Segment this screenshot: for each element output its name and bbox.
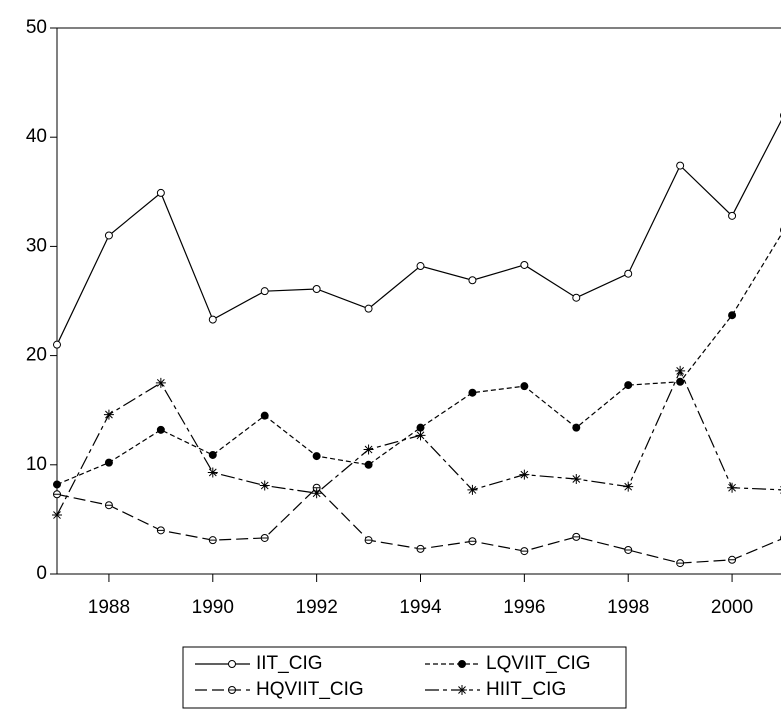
- marker: [104, 501, 113, 510]
- series-line: [56, 119, 781, 345]
- marker: [260, 411, 269, 420]
- marker: [572, 423, 581, 432]
- marker: [519, 469, 530, 480]
- marker: [311, 488, 322, 499]
- marker: [228, 686, 237, 694]
- marker: [363, 444, 374, 455]
- x-tick-label: 2000: [711, 597, 753, 618]
- marker: [520, 382, 529, 391]
- marker: [208, 450, 217, 459]
- y-tick-label: 0: [36, 563, 47, 584]
- marker: [415, 430, 426, 441]
- marker: [312, 452, 321, 461]
- marker: [728, 311, 737, 320]
- marker: [676, 377, 685, 386]
- marker: [416, 423, 425, 432]
- marker: [468, 276, 477, 285]
- marker: [727, 482, 738, 493]
- marker: [623, 481, 634, 492]
- marker: [104, 231, 113, 240]
- y-tick-label: 30: [26, 235, 47, 256]
- x-tick-label: 1988: [88, 597, 130, 618]
- marker: [572, 532, 581, 541]
- marker: [468, 388, 477, 397]
- marker: [155, 377, 166, 388]
- marker: [676, 559, 685, 568]
- marker: [624, 269, 633, 278]
- y-tick-label: 10: [26, 454, 47, 475]
- y-tick-label: 20: [26, 345, 47, 366]
- marker: [228, 660, 236, 668]
- x-tick-label: 1994: [399, 597, 442, 618]
- marker: [156, 526, 165, 535]
- marker: [156, 188, 165, 197]
- x-tick-label: 1992: [296, 597, 338, 618]
- marker: [312, 284, 321, 293]
- marker: [520, 260, 529, 269]
- x-tick-label: 1990: [192, 597, 234, 618]
- marker: [207, 467, 218, 478]
- marker: [104, 458, 113, 467]
- y-tick-label: 50: [26, 17, 47, 38]
- marker: [624, 381, 633, 390]
- marker: [728, 555, 737, 564]
- marker: [208, 536, 217, 545]
- marker: [675, 365, 686, 376]
- marker: [468, 537, 477, 546]
- marker: [572, 293, 581, 302]
- marker: [364, 460, 373, 469]
- series-line: [56, 233, 781, 486]
- marker: [260, 533, 269, 542]
- marker: [416, 262, 425, 271]
- marker: [260, 287, 269, 296]
- marker: [364, 536, 373, 545]
- marker: [52, 510, 62, 521]
- series-line: [56, 369, 781, 516]
- marker: [53, 490, 62, 499]
- marker: [728, 211, 737, 220]
- marker: [624, 545, 633, 554]
- marker: [520, 547, 529, 556]
- marker: [457, 685, 467, 695]
- plot-area: [52, 112, 781, 568]
- x-tick-label: 1996: [503, 597, 545, 618]
- marker: [259, 480, 270, 491]
- legend-label: HIIT_CIG: [486, 679, 566, 700]
- marker: [571, 473, 582, 484]
- legend-box: [182, 646, 627, 709]
- marker: [53, 480, 61, 489]
- marker: [676, 161, 685, 170]
- marker: [364, 304, 373, 313]
- marker: [156, 425, 165, 434]
- x-tick-label: 1998: [607, 597, 649, 618]
- legend-label: LQVIIT_CIG: [486, 653, 591, 674]
- marker: [416, 544, 425, 553]
- marker: [467, 484, 478, 495]
- legend-label: IIT_CIG: [256, 653, 323, 674]
- y-tick-label: 40: [26, 126, 47, 147]
- marker: [103, 409, 114, 420]
- marker: [53, 340, 61, 349]
- marker: [458, 660, 466, 668]
- legend-label: HQVIIT_CIG: [256, 679, 364, 700]
- marker: [208, 315, 217, 324]
